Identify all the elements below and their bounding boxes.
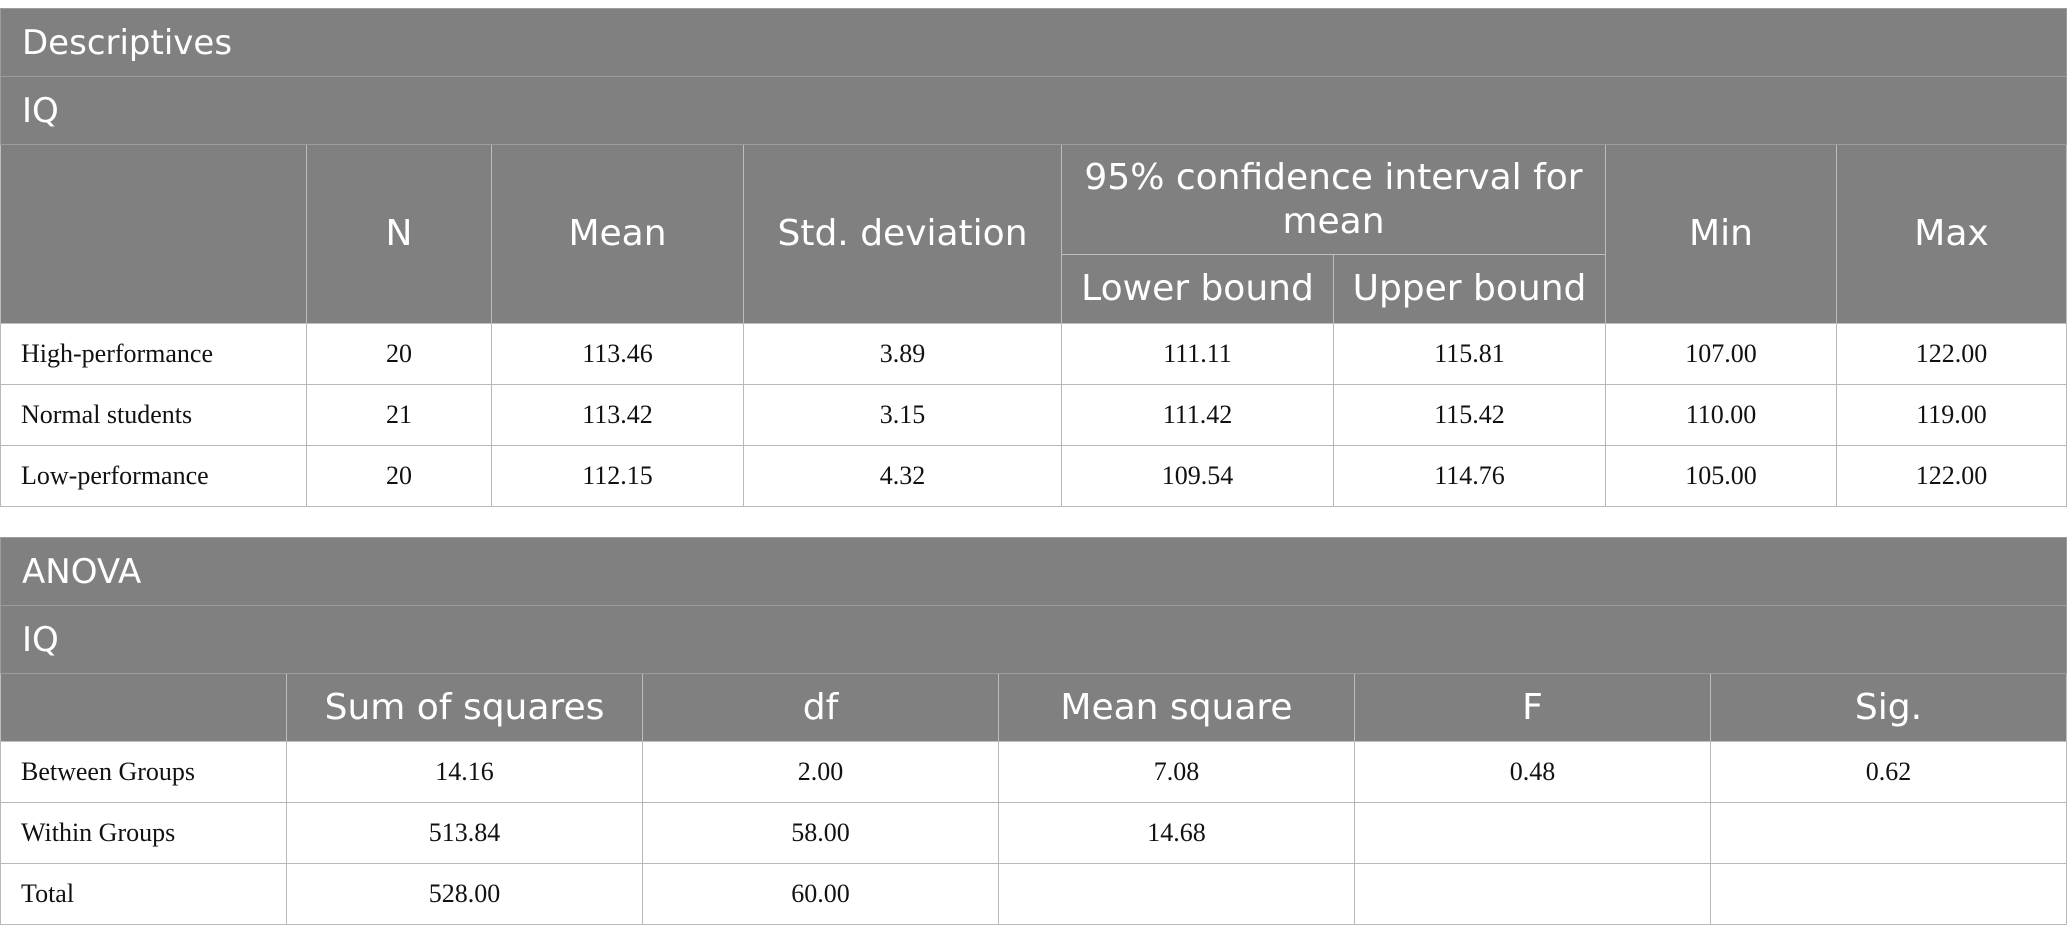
cell-n: 20 [306,323,492,385]
cell-lower: 109.54 [1061,445,1334,507]
header-min: Min [1605,144,1837,324]
descriptives-table: Descriptives IQ N Mean Std. deviation 95… [0,8,2068,507]
cell-df: 60.00 [642,863,999,925]
table-row: Low-performance 20 112.15 4.32 109.54 11… [0,445,2068,507]
cell-upper: 114.76 [1333,445,1606,507]
anova-table: ANOVA IQ Sum of squares df Mean square F… [0,537,2068,925]
table-row: Total 528.00 60.00 [0,863,2068,925]
cell-sig [1709,802,2068,864]
cell-mean: 113.42 [491,384,744,446]
header-source-blank [0,673,287,742]
header-mean: Mean [491,144,744,324]
row-group-label: High-performance [0,323,307,385]
cell-sig [1709,863,2068,925]
cell-f: 0.48 [1354,741,1711,803]
header-n: N [306,144,492,324]
cell-f [1354,863,1711,925]
descriptives-title: Descriptives [0,8,2068,77]
cell-std: 3.15 [743,384,1062,446]
descriptives-subtitle: IQ [0,76,2068,145]
table-row: Normal students 21 113.42 3.15 111.42 11… [0,384,2068,446]
cell-n: 21 [306,384,492,446]
row-source-label: Within Groups [0,802,287,864]
cell-min: 105.00 [1605,445,1837,507]
table-row: Between Groups 14.16 2.00 7.08 0.48 0.62 [0,741,2068,803]
header-std: Std. deviation [743,144,1062,324]
cell-ms [998,863,1355,925]
cell-ss: 14.16 [286,741,643,803]
cell-min: 107.00 [1605,323,1837,385]
header-max: Max [1835,144,2068,324]
cell-df: 58.00 [642,802,999,864]
cell-lower: 111.11 [1061,323,1334,385]
cell-max: 122.00 [1835,445,2068,507]
cell-lower: 111.42 [1061,384,1334,446]
cell-max: 119.00 [1835,384,2068,446]
table-row: High-performance 20 113.46 3.89 111.11 1… [0,323,2068,385]
row-source-label: Total [0,863,287,925]
cell-mean: 112.15 [491,445,744,507]
anova-subtitle: IQ [0,605,2068,674]
cell-ms: 14.68 [998,802,1355,864]
cell-mean: 113.46 [491,323,744,385]
header-f: F [1354,673,1711,742]
cell-ss: 513.84 [286,802,643,864]
cell-df: 2.00 [642,741,999,803]
anova-title: ANOVA [0,537,2068,606]
header-lower-bound: Lower bound [1061,254,1334,324]
header-ci: 95% confidence interval for mean [1061,144,1606,255]
cell-f [1354,802,1711,864]
header-group-blank [0,144,307,324]
cell-sig: 0.62 [1709,741,2068,803]
cell-std: 3.89 [743,323,1062,385]
header-sum-of-squares: Sum of squares [286,673,643,742]
cell-upper: 115.81 [1333,323,1606,385]
header-mean-square: Mean square [998,673,1355,742]
header-upper-bound: Upper bound [1333,254,1606,324]
cell-upper: 115.42 [1333,384,1606,446]
row-source-label: Between Groups [0,741,287,803]
row-group-label: Low-performance [0,445,307,507]
cell-max: 122.00 [1835,323,2068,385]
cell-std: 4.32 [743,445,1062,507]
table-row: Within Groups 513.84 58.00 14.68 [0,802,2068,864]
cell-ss: 528.00 [286,863,643,925]
header-sig: Sig. [1709,673,2068,742]
cell-min: 110.00 [1605,384,1837,446]
cell-n: 20 [306,445,492,507]
row-group-label: Normal students [0,384,307,446]
cell-ms: 7.08 [998,741,1355,803]
header-df: df [642,673,999,742]
